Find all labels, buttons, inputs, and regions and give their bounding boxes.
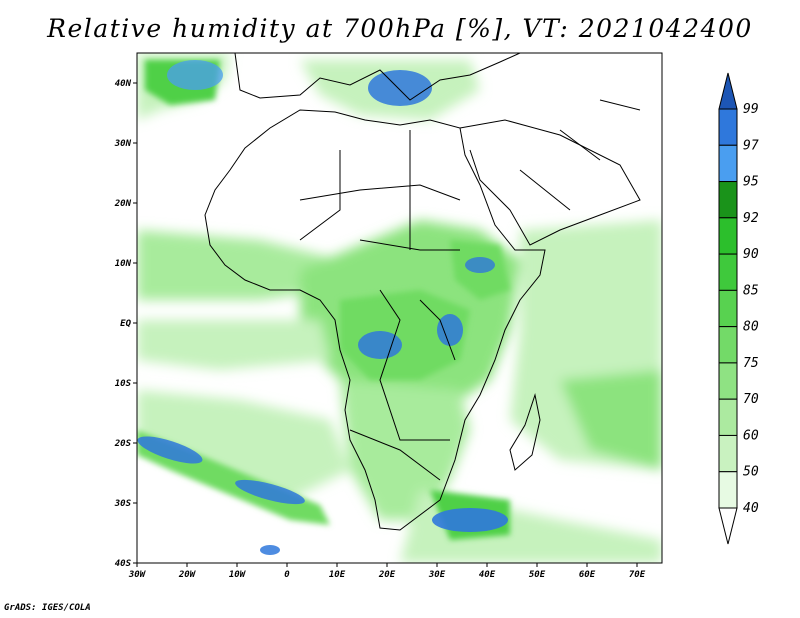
- lat-tick-label: 20S: [114, 439, 132, 449]
- colorbar-label: 60: [743, 428, 759, 443]
- colorbar-swatch: [718, 181, 738, 219]
- colorbar-label: 85: [743, 283, 759, 298]
- lon-tick-label: 50E: [529, 570, 546, 580]
- chart-title: Relative humidity at 700hPa [%], VT: 202…: [47, 14, 753, 43]
- colorbar-label: 40: [743, 501, 759, 516]
- colorbar-swatch: [718, 434, 738, 473]
- lat-tick-label: 10S: [115, 379, 132, 389]
- grads-credit: GrADS: IGES/COLA: [4, 603, 91, 613]
- colorbar-label: 90: [743, 247, 759, 262]
- map-frame: [136, 52, 663, 564]
- colorbar-label: 50: [743, 465, 759, 480]
- colorbar-swatch: [718, 326, 738, 364]
- lat-tick-label: 10N: [115, 259, 132, 269]
- saturated-area-south-africa: [432, 508, 508, 532]
- colorbar: 99 97 95 92 90 85 80 75 70 60 50 40: [718, 72, 759, 545]
- longitude-axis: 30W 20W 10W 0 10E 20E 30E 40E 50E 60E 70E: [128, 563, 646, 580]
- moisture-region-south-atlantic: [137, 390, 350, 500]
- moisture-region-southern-africa: [340, 380, 470, 520]
- saturated-area-southern-ocean: [260, 545, 280, 555]
- border-africa-1: [299, 130, 461, 481]
- lon-tick-label: 30E: [428, 570, 446, 580]
- lon-tick-label: 20W: [178, 570, 197, 580]
- madagascar-coastline: [509, 393, 541, 471]
- lat-tick-label: 30S: [114, 499, 132, 509]
- lon-tick-label: 30W: [128, 570, 147, 580]
- saturated-area-congo: [358, 331, 402, 359]
- border-arabia: [519, 99, 641, 211]
- lon-tick-label: 40E: [479, 570, 496, 580]
- colorbar-swatch: [718, 471, 738, 509]
- latitude-axis: 40N 30N 20N 10N EQ 10S 20S 30S 40S: [114, 79, 137, 569]
- saturated-area-great-lakes: [437, 314, 463, 346]
- lat-tick-label: 40S: [115, 559, 132, 569]
- lon-tick-label: 0: [284, 570, 290, 580]
- colorbar-label: 80: [743, 320, 759, 335]
- lon-tick-label: 10W: [229, 570, 247, 580]
- lat-tick-label: 40N: [115, 79, 132, 89]
- colorbar-swatch: [718, 108, 738, 146]
- moisture-region-southwest-indian: [560, 370, 662, 470]
- colorbar-label: 95: [743, 175, 759, 190]
- colorbar-swatch: [718, 289, 738, 328]
- colorbar-swatch: [718, 362, 738, 400]
- colorbar-swatch: [718, 398, 738, 436]
- saturated-area-south-atlantic-band-2: [235, 479, 305, 505]
- lat-tick-label: EQ: [120, 319, 131, 329]
- lat-tick-label: 30N: [114, 139, 132, 149]
- saturated-area-cyclone: [167, 60, 223, 90]
- colorbar-swatch: [718, 144, 738, 183]
- lon-tick-label: 20E: [378, 570, 396, 580]
- colorbar-label: 92: [743, 211, 759, 226]
- coastlines: [204, 53, 641, 531]
- lat-tick-label: 20N: [114, 199, 132, 209]
- saturated-area-south-atlantic-band-1: [137, 436, 203, 464]
- colorbar-label: 99: [743, 102, 759, 117]
- europe-coastline: [234, 53, 521, 101]
- saturated-area-balkans: [368, 70, 432, 106]
- colorbar-swatch: [718, 253, 738, 291]
- colorbar-swatch: [718, 217, 738, 255]
- colorbar-top-arrow: [718, 72, 738, 110]
- saturated-area-ethiopia: [465, 257, 495, 273]
- colorbar-bottom-arrow: [718, 507, 738, 545]
- humidity-field: [137, 53, 662, 563]
- lon-tick-label: 60E: [579, 570, 596, 580]
- moisture-region-west-africa: [137, 230, 340, 300]
- colorbar-label: 70: [743, 392, 759, 407]
- colorbar-label: 97: [743, 138, 759, 153]
- lon-tick-label: 70E: [629, 570, 646, 580]
- moisture-region-equatorial-atlantic: [137, 320, 330, 370]
- arabia-coastline: [459, 119, 641, 246]
- africa-coastline: [204, 109, 546, 531]
- lon-tick-label: 10E: [329, 570, 346, 580]
- colorbar-label: 75: [743, 356, 759, 371]
